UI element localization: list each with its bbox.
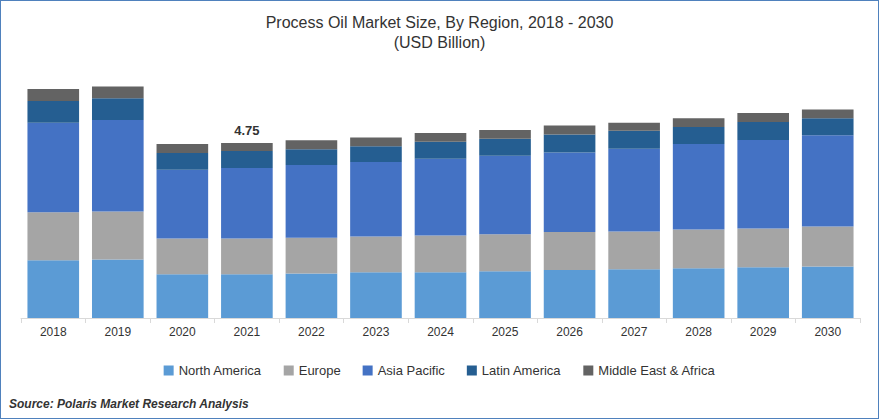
svg-text:2022: 2022: [298, 325, 325, 339]
svg-text:2026: 2026: [556, 325, 583, 339]
svg-text:North America: North America: [179, 363, 262, 378]
svg-text:(USD Billion): (USD Billion): [394, 34, 486, 51]
svg-text:4.75: 4.75: [234, 123, 259, 138]
svg-text:Latin America: Latin America: [482, 363, 562, 378]
svg-text:Europe: Europe: [299, 363, 341, 378]
svg-text:2019: 2019: [104, 325, 131, 339]
svg-text:2025: 2025: [492, 325, 519, 339]
svg-text:2024: 2024: [427, 325, 454, 339]
svg-text:2029: 2029: [750, 325, 777, 339]
svg-text:Source: Polaris Market Researc: Source: Polaris Market Research Analysis: [9, 397, 249, 411]
svg-text:Process Oil Market Size, By Re: Process Oil Market Size, By Region, 2018…: [266, 14, 614, 31]
svg-text:2030: 2030: [814, 325, 841, 339]
svg-text:2020: 2020: [169, 325, 196, 339]
svg-text:2018: 2018: [40, 325, 67, 339]
svg-text:2021: 2021: [234, 325, 261, 339]
svg-text:2027: 2027: [621, 325, 648, 339]
svg-text:2023: 2023: [363, 325, 390, 339]
svg-text:Middle East & Africa: Middle East & Africa: [598, 363, 715, 378]
svg-text:Asia Pacific: Asia Pacific: [378, 363, 446, 378]
svg-text:2028: 2028: [685, 325, 712, 339]
